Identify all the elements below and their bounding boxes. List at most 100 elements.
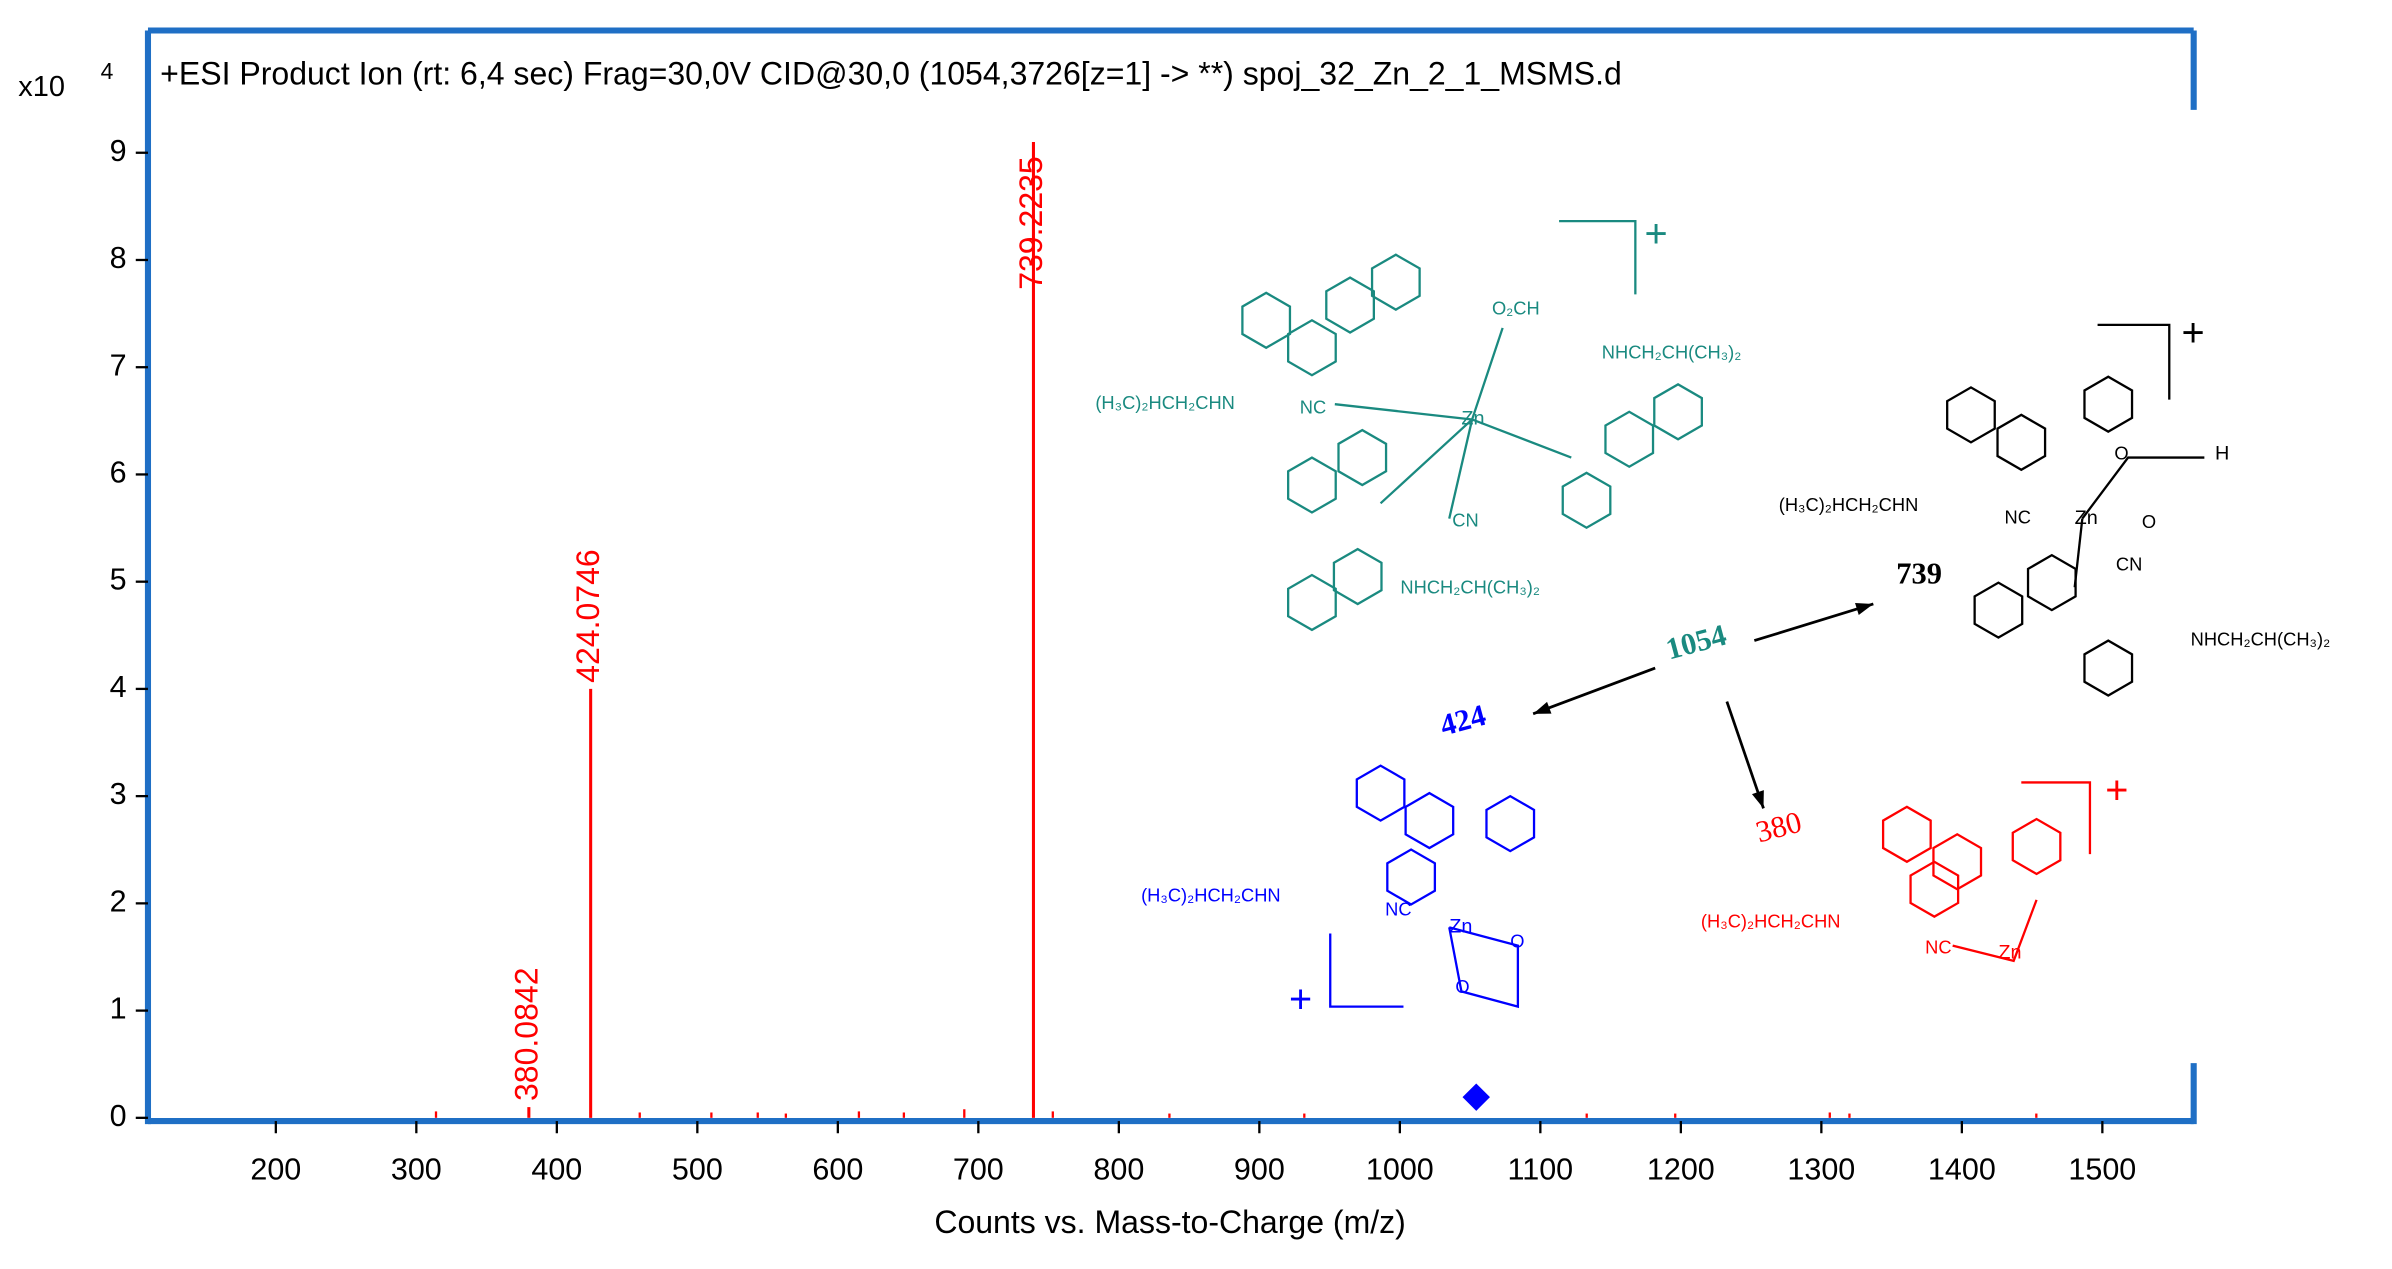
- y-tick-label: 7: [110, 348, 127, 382]
- x-tick-label: 400: [531, 1152, 582, 1186]
- chart-title: +ESI Product Ion (rt: 6,4 sec) Frag=30,0…: [160, 56, 1622, 92]
- annotation: (H₃C)₂HCH₂CHN: [1141, 885, 1281, 906]
- bond: [1471, 327, 1504, 420]
- ring: [1946, 386, 1996, 444]
- bracket: [2097, 323, 2171, 400]
- annotation: Zn: [2075, 507, 2098, 529]
- ring: [2011, 817, 2062, 876]
- ring: [2083, 375, 2134, 433]
- y-tick-label: 9: [110, 134, 127, 168]
- x-tick-label: 1400: [1928, 1152, 1996, 1186]
- annotation: (H₃C)₂HCH₂CHN: [1095, 392, 1235, 413]
- annotation: +: [1645, 212, 1668, 256]
- y-tick-label: 4: [110, 670, 127, 704]
- annotation: 424: [1436, 698, 1489, 743]
- annotation: O: [1510, 930, 1524, 951]
- y-tick-label: 2: [110, 884, 127, 918]
- bracket: [1559, 220, 1637, 295]
- ring: [1561, 471, 1612, 530]
- annotation: H: [2215, 443, 2229, 465]
- bond: [2081, 456, 2205, 520]
- annotation: O: [2142, 511, 2156, 532]
- peak-label: 380.0842: [508, 967, 544, 1101]
- annotation: NC: [1300, 397, 1326, 418]
- x-tick-label: 1000: [1366, 1152, 1434, 1186]
- annotation: O: [1455, 976, 1469, 997]
- arrow-head: [1855, 603, 1874, 616]
- annotation: +: [2181, 311, 2204, 355]
- x-tick-label: 300: [391, 1152, 442, 1186]
- ring: [1653, 383, 1703, 441]
- y-tick-label: 8: [110, 241, 127, 275]
- ring: [1287, 573, 1337, 632]
- annotation: +: [1289, 978, 1312, 1022]
- ring: [1404, 791, 1455, 850]
- x-tick-label: 1200: [1647, 1152, 1715, 1186]
- ring: [1973, 581, 2024, 639]
- x-tick-label: 200: [250, 1152, 301, 1186]
- ring: [1386, 848, 1437, 906]
- ring: [1287, 456, 1337, 514]
- ring: [1355, 764, 1406, 822]
- y-tick-label: 5: [110, 563, 127, 597]
- annotation: CN: [2116, 554, 2142, 575]
- annotation: NC: [2005, 506, 2031, 527]
- x-tick-label: 800: [1093, 1152, 1144, 1186]
- annotation: 739: [1896, 557, 1942, 591]
- ring: [1241, 291, 1292, 350]
- peak-label: 424.0746: [570, 549, 606, 683]
- x-tick-label: 500: [672, 1152, 723, 1186]
- ring: [1332, 547, 1383, 606]
- annotation: Zn: [1998, 942, 2021, 964]
- x-tick-label: 900: [1234, 1152, 1285, 1186]
- annotation: Zn: [1449, 916, 1472, 938]
- ring: [1287, 318, 1337, 377]
- annotation: 380: [1752, 805, 1805, 850]
- peak-label: 739.2235: [1013, 156, 1049, 290]
- annotation: O: [2114, 442, 2128, 463]
- ring: [2083, 639, 2134, 697]
- annotation: NHCH₂CH(CH₃)₂: [2191, 628, 2331, 649]
- y-tick-label: 3: [110, 777, 127, 811]
- ring: [1370, 253, 1421, 311]
- arrow: [1753, 602, 1874, 642]
- y-scale-exponent: 4: [101, 58, 114, 84]
- annotation: NHCH₂CH(CH₃)₂: [1400, 577, 1540, 598]
- annotation: NC: [1925, 937, 1951, 958]
- ring: [1881, 805, 1932, 864]
- arrow: [1725, 701, 1765, 809]
- x-tick-label: 1100: [1508, 1152, 1574, 1186]
- annotation: O₂CH: [1492, 297, 1540, 318]
- ring: [2026, 553, 2077, 612]
- annotation: NC: [1385, 898, 1411, 919]
- arrow-head: [1533, 701, 1552, 714]
- bond: [1379, 418, 1473, 505]
- ring: [1996, 413, 2047, 472]
- annotation: Zn: [1461, 408, 1484, 430]
- x-axis-label: Counts vs. Mass-to-Charge (m/z): [934, 1204, 1405, 1240]
- x-tick-label: 700: [953, 1152, 1004, 1186]
- bracket: [1329, 933, 1404, 1008]
- ring: [1604, 410, 1655, 469]
- annotation: CN: [1452, 509, 1478, 530]
- y-tick-label: 6: [110, 456, 127, 490]
- bond: [1952, 899, 2038, 963]
- arrow: [1532, 666, 1656, 716]
- y-tick-label: 1: [110, 992, 127, 1026]
- ring: [1337, 428, 1388, 487]
- bond: [1448, 419, 1474, 519]
- y-tick-label: 0: [110, 1099, 127, 1133]
- bond: [1334, 403, 1572, 459]
- bond: [2073, 518, 2084, 588]
- annotation: (H₃C)₂HCH₂CHN: [1779, 494, 1919, 515]
- bracket: [2021, 781, 2092, 855]
- x-tick-label: 600: [812, 1152, 863, 1186]
- annotation: 1054: [1662, 618, 1730, 667]
- annotation: +: [2105, 769, 2128, 813]
- bond: [1448, 926, 1520, 1009]
- precursor-marker: [1462, 1083, 1490, 1111]
- x-tick-label: 1300: [1787, 1152, 1855, 1186]
- annotation: (H₃C)₂HCH₂CHN: [1701, 911, 1841, 932]
